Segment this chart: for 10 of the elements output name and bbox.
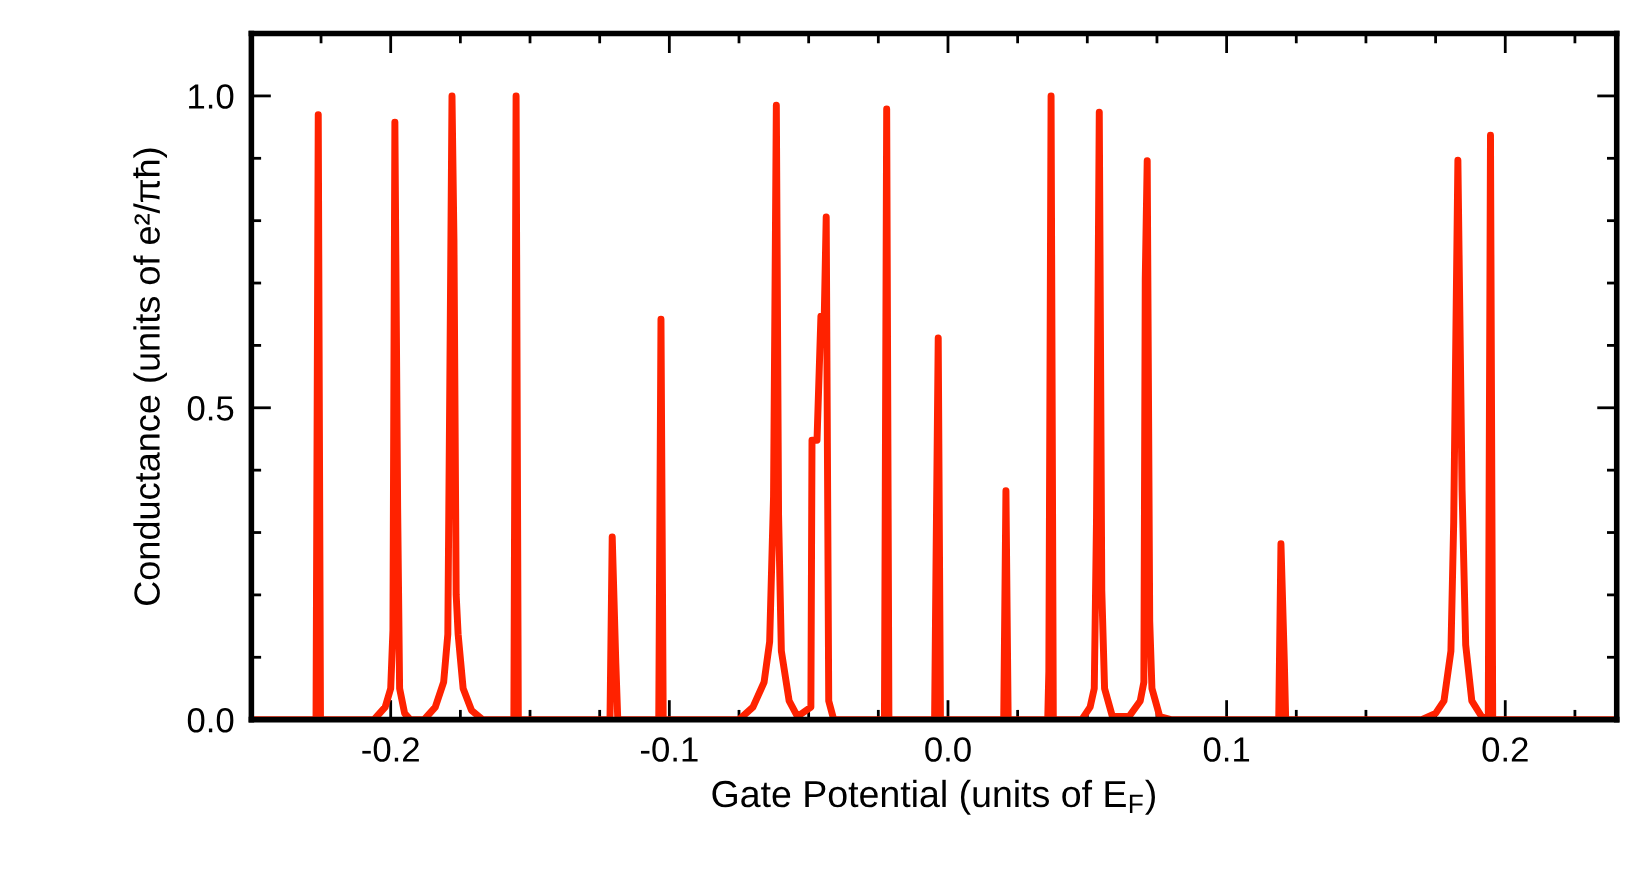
- y-tick-label: 1.0: [189, 84, 234, 109]
- x-tick-label: 0.2: [1482, 737, 1528, 762]
- y-tick-label: 0.5: [187, 396, 234, 421]
- x-tick-label: -0.1: [640, 737, 698, 762]
- x-axis-title: Gate Potential (units of E$_{F}$): [712, 779, 1155, 815]
- y-axis-title: Conductance (units of e²/πħ): [133, 148, 167, 605]
- y-tick-label: 0.0: [187, 707, 234, 733]
- x-tick-label: 0.1: [1203, 737, 1250, 762]
- x-tick-label: 0.0: [925, 737, 971, 762]
- x-tick-label: -0.2: [362, 737, 419, 762]
